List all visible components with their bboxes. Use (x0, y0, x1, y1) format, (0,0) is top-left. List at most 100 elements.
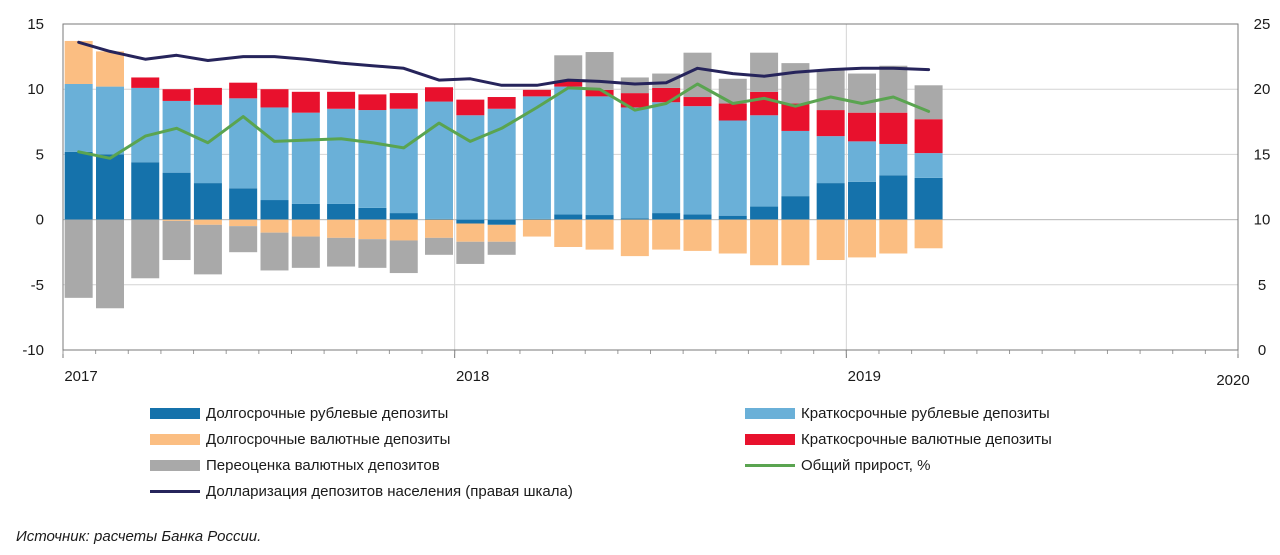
bar-segment-1 (425, 101, 453, 219)
bar-segment-3 (585, 89, 614, 97)
bar-segment-4 (456, 241, 485, 264)
bar-segment-4 (816, 69, 845, 111)
bar-segment-0 (585, 215, 614, 220)
bar-segment-2 (879, 219, 908, 254)
bar-segment-1 (620, 107, 649, 219)
bar-segment-2 (816, 219, 845, 261)
bar-segment-0 (456, 219, 485, 224)
x-tick-label: 2018 (456, 368, 489, 385)
bar-segment-0 (131, 162, 160, 220)
bar-segment-0 (522, 218, 551, 220)
bar-segment-3 (879, 112, 908, 144)
bar-segment-3 (131, 77, 160, 88)
bar-segment-2 (848, 219, 876, 258)
bar-segment-2 (64, 40, 93, 84)
bar-segment-1 (131, 87, 160, 163)
bar-segment-3 (291, 91, 320, 113)
bar-segment-1 (522, 96, 551, 219)
bar-segment-1 (96, 86, 124, 155)
x-tick-label: 2019 (848, 368, 881, 385)
bar-segment-3 (229, 82, 258, 99)
bar-segment-0 (291, 203, 320, 220)
plot-frame (62, 23, 1239, 351)
bar-segment-3 (848, 112, 876, 142)
y-left-tick-label: 0 (36, 212, 44, 229)
bar-segment-1 (260, 107, 289, 201)
bar-segment-3 (327, 91, 356, 109)
y-left-tick-label: 5 (36, 146, 44, 163)
bar-segment-4 (358, 239, 387, 268)
y-left-tick-label: 10 (27, 81, 44, 98)
bar-segment-4 (327, 237, 356, 267)
bar-segment-0 (193, 183, 222, 220)
y-right-tick-label: 0 (1258, 342, 1266, 359)
bar-segment-0 (781, 196, 810, 220)
bar-segment-1 (64, 83, 93, 152)
bar-segment-4 (291, 236, 320, 268)
bar-segment-3 (425, 87, 453, 102)
bar-segment-3 (781, 103, 810, 131)
y-right-tick-label: 10 (1254, 212, 1271, 229)
bar-segment-1 (358, 110, 387, 208)
bar-segment-1 (914, 153, 943, 178)
bar-segment-2 (229, 219, 258, 227)
bar-segment-3 (193, 87, 222, 105)
bar-segment-2 (425, 219, 453, 238)
bar-segment-0 (229, 188, 258, 220)
bar-segment-3 (683, 97, 712, 107)
bar-segment-4 (229, 226, 258, 253)
bar-segment-0 (718, 215, 747, 220)
bar-segment-2 (620, 219, 649, 257)
bar-segment-0 (487, 219, 516, 225)
bar-segment-4 (914, 85, 943, 120)
bar-segment-1 (554, 86, 583, 215)
bar-segment-0 (425, 218, 453, 220)
bar-segment-4 (162, 220, 191, 261)
y-right-tick-label: 15 (1254, 146, 1271, 163)
bar-segment-3 (816, 110, 845, 137)
bar-segment-2 (781, 219, 810, 266)
bar-segment-4 (193, 224, 222, 275)
bar-segment-1 (652, 102, 681, 214)
bar-segment-0 (879, 175, 908, 220)
bar-segment-3 (652, 87, 681, 103)
bar-segment-2 (718, 219, 747, 254)
bar-segment-2 (162, 219, 191, 221)
x-tick-label: 2020 (1216, 372, 1249, 389)
bar-segment-3 (260, 89, 289, 108)
bar-segment-1 (229, 98, 258, 189)
bar-segment-3 (522, 89, 551, 97)
bar-segment-1 (585, 96, 614, 216)
bar-segment-1 (816, 136, 845, 184)
source-note: Источник: расчеты Банка России. (16, 528, 262, 545)
bars (64, 40, 943, 309)
bar-segment-0 (162, 172, 191, 220)
bar-segment-3 (456, 99, 485, 116)
y-left-tick-label: -10 (22, 342, 44, 359)
bar-segment-1 (879, 143, 908, 176)
bar-segment-0 (64, 151, 93, 220)
bar-segment-0 (96, 154, 124, 220)
bar-segment-1 (327, 108, 356, 204)
bar-segment-1 (683, 106, 712, 215)
bar-segment-4 (879, 65, 908, 113)
bar-segment-4 (848, 73, 876, 113)
bar-segment-4 (96, 219, 124, 309)
bar-segment-2 (456, 223, 485, 242)
bar-segment-4 (554, 55, 583, 82)
bar-segment-0 (554, 214, 583, 220)
bar-segment-2 (96, 51, 124, 87)
y-left-tick-label: 15 (27, 16, 44, 33)
bar-segment-4 (652, 73, 681, 88)
series-line-1 (77, 40, 931, 87)
bar-segment-2 (554, 219, 583, 247)
bar-segment-0 (389, 213, 418, 220)
bar-segment-3 (718, 103, 747, 121)
bar-segment-3 (389, 93, 418, 109)
bar-segment-0 (652, 213, 681, 220)
bar-segment-3 (162, 89, 191, 101)
bar-segment-2 (683, 219, 712, 251)
bar-segment-4 (487, 241, 516, 255)
bar-segment-2 (358, 219, 387, 240)
bar-segment-0 (620, 218, 649, 220)
